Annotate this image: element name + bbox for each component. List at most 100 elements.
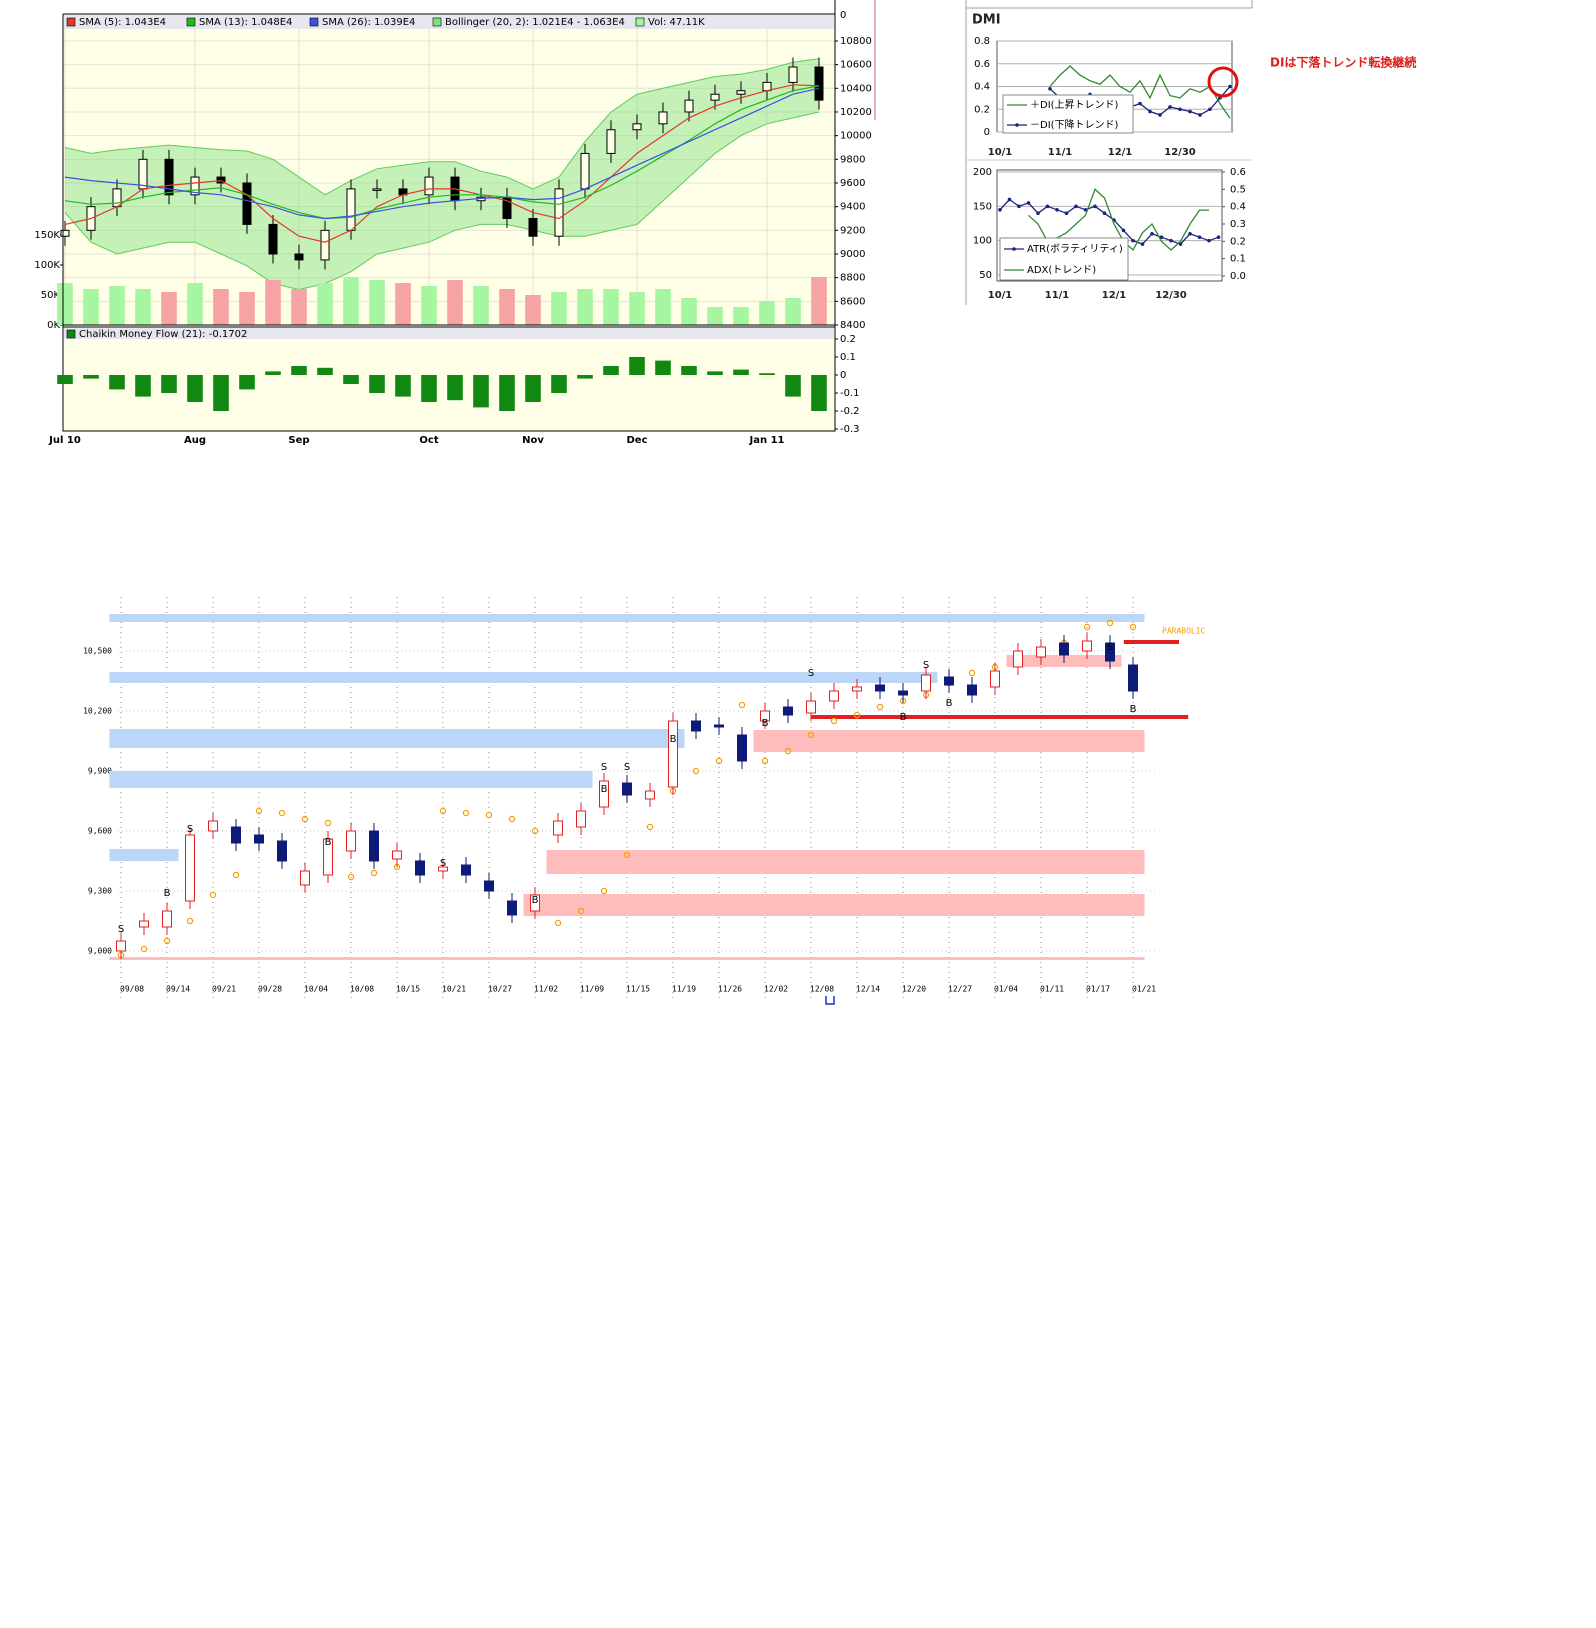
series-marker <box>1083 207 1088 212</box>
y-tick-label: 9800 <box>840 154 865 165</box>
y-tick-label: 50 <box>979 270 992 281</box>
cmf-bar <box>421 375 437 402</box>
cmf-bar <box>525 375 541 402</box>
series-marker <box>1048 86 1052 91</box>
volume-bar <box>135 289 151 325</box>
x-tick-label: 10/04 <box>304 985 328 994</box>
volume-tick-label: 50K <box>41 290 61 301</box>
legend-label: SMA (13): 1.048E4 <box>199 17 292 28</box>
x-tick-label: Nov <box>522 435 544 446</box>
signal-label: S <box>118 924 124 935</box>
parabolic-dot <box>807 731 815 739</box>
candle-body <box>116 940 126 952</box>
parabolic-dot <box>140 945 148 953</box>
series-marker <box>1228 84 1232 89</box>
y-tick-label: 9000 <box>840 249 865 260</box>
candle-body <box>528 217 538 237</box>
candle-body <box>190 176 200 196</box>
candle-body <box>424 176 434 196</box>
legend-swatch <box>432 17 442 27</box>
y-tick-label: 10600 <box>840 60 872 71</box>
plot-area <box>118 597 1160 1000</box>
candle-body <box>553 820 563 836</box>
legend-swatch <box>186 17 196 27</box>
parabolic-dot <box>1083 623 1091 631</box>
price-band <box>109 672 938 683</box>
volume-bar <box>551 292 567 325</box>
x-tick-label: 09/14 <box>166 985 190 994</box>
series-marker <box>1093 204 1097 209</box>
y-tick-label: 9,000 <box>88 947 112 956</box>
parabolic-dot <box>347 873 355 881</box>
candle-body <box>1105 642 1115 662</box>
y-tick-label: 100 <box>973 236 992 247</box>
price-band <box>109 771 593 788</box>
legend-marker <box>1012 247 1016 251</box>
cmf-tick-label: -0.1 <box>840 388 860 399</box>
candle-body <box>369 830 379 862</box>
signal-label: S <box>923 660 929 671</box>
parabolic-dot <box>876 703 884 711</box>
cmf-bar <box>681 366 697 375</box>
cmf-tick-label: 0 <box>840 370 846 381</box>
parabolic-dot <box>853 711 861 719</box>
x-tick-label: 12/02 <box>764 985 788 994</box>
cmf-bar <box>577 375 593 379</box>
parabolic-dot <box>646 823 654 831</box>
candle-body <box>737 734 747 762</box>
series-marker <box>1007 197 1012 202</box>
candle-body <box>185 834 195 902</box>
candle-body <box>231 826 241 844</box>
parabolic-dot <box>1106 619 1114 627</box>
series-line <box>1028 188 1209 252</box>
series-marker <box>1148 109 1152 114</box>
volume-bar <box>265 280 281 325</box>
volume-bar <box>577 289 593 325</box>
y-tick-label: 0 <box>840 10 846 21</box>
candle-body <box>1128 664 1138 692</box>
x-tick-label: Sep <box>288 435 309 446</box>
candle-body <box>484 880 494 892</box>
parabolic-dot <box>600 887 608 895</box>
candle-body <box>829 690 839 702</box>
cmf-bar <box>395 375 411 397</box>
candle-body <box>921 674 931 692</box>
candle-body <box>599 780 609 808</box>
y-tick-label: 10400 <box>840 83 872 94</box>
signal-label: S <box>1107 642 1113 653</box>
series-marker <box>1216 235 1221 240</box>
candle-body <box>668 720 678 788</box>
candle-body <box>944 676 954 686</box>
candle-body <box>372 188 382 191</box>
signal-label: S <box>808 668 814 679</box>
y-tick-label: 0.8 <box>974 36 990 47</box>
candle-body <box>254 834 264 844</box>
series-line <box>999 198 1219 245</box>
x-tick-label: 11/19 <box>672 985 696 994</box>
volume-bar <box>733 307 749 325</box>
volume-bar <box>369 280 385 325</box>
volume-bar <box>395 283 411 325</box>
highlight-circle <box>1207 66 1239 98</box>
x-tick-label: Dec <box>626 435 647 446</box>
parabolic-dot <box>278 809 286 817</box>
price-band <box>109 849 179 861</box>
plot-area <box>63 14 835 325</box>
cmf-bar <box>161 375 177 393</box>
parabolic-dot <box>209 891 217 899</box>
bollinger-lower <box>64 111 820 291</box>
x-tick-label: 10/1 <box>988 147 1013 158</box>
signal-label: B <box>601 784 608 795</box>
candle-body <box>622 782 632 796</box>
volume-bar <box>681 298 697 325</box>
x-tick-label: 12/08 <box>810 985 834 994</box>
legend-label: SMA (5): 1.043E4 <box>79 17 166 28</box>
parabolic-dot <box>186 917 194 925</box>
series-marker <box>1207 238 1211 243</box>
parabolic-dot <box>968 669 976 677</box>
candle-body <box>164 158 174 196</box>
parabolic-dot <box>761 757 769 765</box>
y2-tick-label: 0.6 <box>1230 167 1246 178</box>
x-tick-label: 12/30 <box>1155 290 1187 301</box>
volume-bar <box>291 289 307 325</box>
